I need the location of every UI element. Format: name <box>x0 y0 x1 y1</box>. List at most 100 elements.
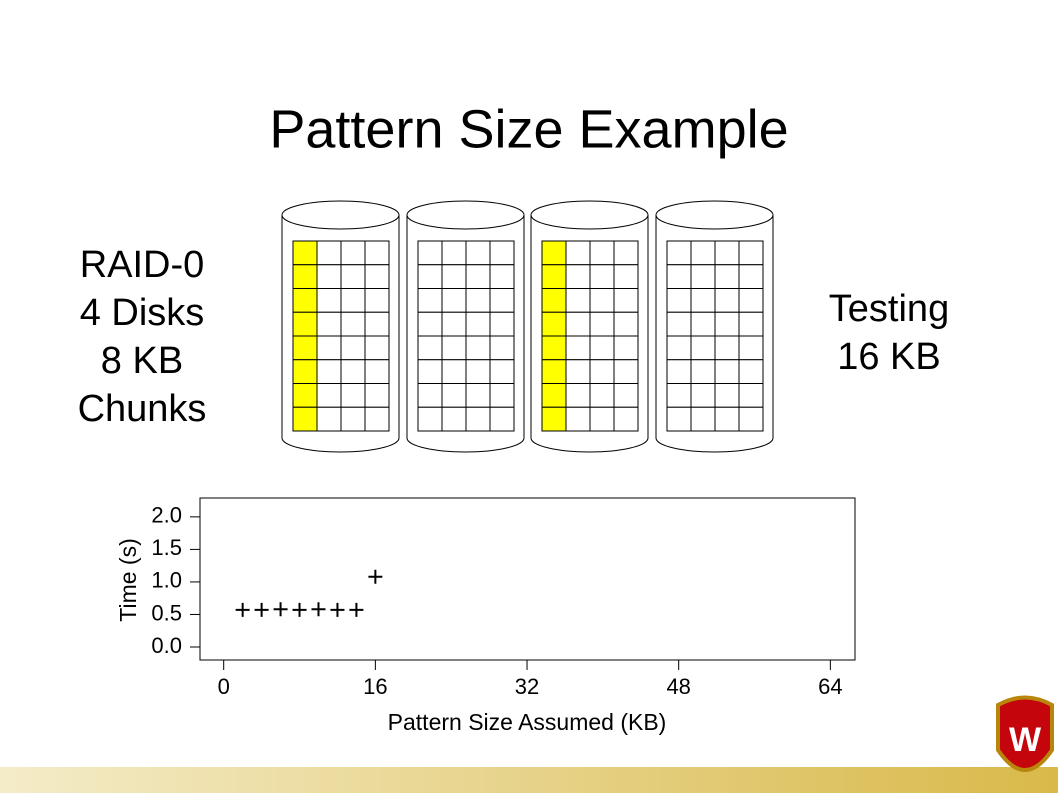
chunk-cell <box>489 240 515 266</box>
chunk-cell <box>714 359 740 384</box>
chunk-cell <box>738 288 764 313</box>
chunk-cell <box>465 311 491 337</box>
disk-top <box>281 200 400 230</box>
chunk-cell <box>613 335 639 361</box>
chunk-cell <box>589 288 615 313</box>
chunk-cell <box>417 264 443 289</box>
chunk-cell <box>316 288 342 313</box>
chunk-cell <box>690 383 716 408</box>
slide-title: Pattern Size Example <box>269 99 788 159</box>
chunk-cell <box>465 335 491 361</box>
chunk-cell <box>489 335 515 361</box>
chunk-cell <box>465 383 491 408</box>
chunk-cell <box>340 335 366 361</box>
disk-top <box>655 200 774 230</box>
chunk-cell <box>690 335 716 361</box>
chunk-cell <box>714 311 740 337</box>
chunk-cell <box>541 359 567 384</box>
chunk-cell <box>364 264 390 289</box>
point <box>311 602 326 617</box>
chunk-cell <box>465 240 491 266</box>
chunk-cell <box>340 288 366 313</box>
disk-diagram <box>281 200 774 453</box>
footer-band <box>0 767 1058 793</box>
chunk-cell <box>690 311 716 337</box>
chunk-cell <box>316 264 342 289</box>
side-label: RAID-0 <box>80 244 205 286</box>
chunk-cell <box>340 383 366 408</box>
chunk-cell <box>589 406 615 432</box>
chunk-cell <box>292 406 318 432</box>
chunk-cell <box>441 264 467 289</box>
chunk-cell <box>541 288 567 313</box>
chunk-cell <box>589 311 615 337</box>
chunk-cell <box>589 240 615 266</box>
y-axis-label: Time (s) <box>115 538 141 621</box>
x-tick-label: 48 <box>666 674 690 699</box>
chunk-cell <box>589 264 615 289</box>
chunk-cell <box>690 288 716 313</box>
chunk-cell <box>441 311 467 337</box>
chunk-cell <box>489 311 515 337</box>
chunk-cell <box>417 240 443 266</box>
chunk-cell <box>541 335 567 361</box>
chunk-cell <box>613 383 639 408</box>
chunk-cell <box>340 264 366 289</box>
disk-top <box>406 200 525 230</box>
chunk-cell <box>541 240 567 266</box>
point <box>349 602 364 617</box>
chunk-cell <box>666 359 692 384</box>
chunk-cell <box>292 288 318 313</box>
chunk-cell <box>292 383 318 408</box>
chunk-cell <box>541 406 567 432</box>
chart: Pattern Size Assumed (KB) Time (s) 0 16 32… <box>115 497 856 735</box>
left-text: RAID-0 4 Disks 8 KB Chunks <box>78 244 207 430</box>
logo: W <box>996 695 1054 772</box>
chunk-cell <box>589 335 615 361</box>
x-tick-label: 16 <box>363 674 387 699</box>
right-text: Testing 16 KB <box>829 288 949 378</box>
chunk-cell <box>613 240 639 266</box>
chunk-cell <box>714 240 740 266</box>
chunk-cell <box>666 406 692 432</box>
y-tick-label: 1.0 <box>151 568 182 593</box>
chunk-cell <box>690 359 716 384</box>
chunk-cell <box>489 383 515 408</box>
chunk-cell <box>489 359 515 384</box>
chunk-cell <box>364 311 390 337</box>
chunk-cell <box>364 240 390 266</box>
chunk-cell <box>316 406 342 432</box>
chunk-cell <box>292 359 318 384</box>
chunk-cell <box>417 383 443 408</box>
chunk-cell <box>714 335 740 361</box>
chunk-cell <box>738 359 764 384</box>
chunk-cell <box>565 406 591 432</box>
chunk-cell <box>465 406 491 432</box>
chunk-cell <box>541 264 567 289</box>
chunk-cell <box>292 240 318 266</box>
chunk-cell <box>589 359 615 384</box>
chunk-cell <box>565 311 591 337</box>
chunk-cell <box>489 264 515 289</box>
y-tick-label: 1.5 <box>151 535 182 560</box>
chunk-cell <box>541 311 567 337</box>
chunk-cell <box>714 288 740 313</box>
chunk-cell <box>738 406 764 432</box>
disk-top <box>530 200 649 230</box>
chunk-cell <box>690 406 716 432</box>
point <box>292 602 307 617</box>
chunk-cell <box>565 359 591 384</box>
chunk-cell <box>738 383 764 408</box>
point <box>330 602 345 617</box>
chunk-cell <box>666 311 692 337</box>
chunk-cell <box>316 359 342 384</box>
chunk-cell <box>613 288 639 313</box>
x-tick-label: 0 <box>218 674 230 699</box>
side-label: 8 KB <box>101 340 183 382</box>
chunk-cell <box>738 240 764 266</box>
side-label: Testing <box>829 288 949 330</box>
chunk-cell <box>364 335 390 361</box>
x-tick-label: 32 <box>515 674 539 699</box>
point <box>235 602 250 617</box>
